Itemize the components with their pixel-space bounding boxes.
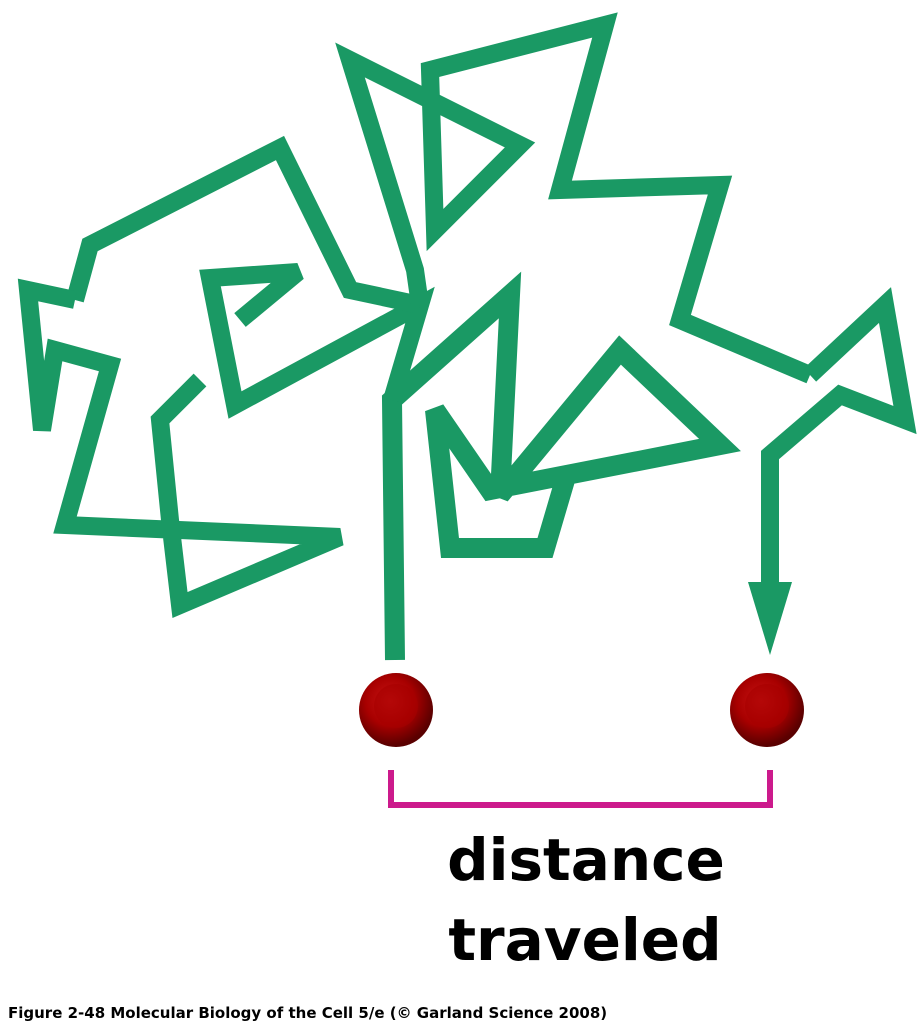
random-walk-path <box>17 12 917 661</box>
distance-label-line1: distance <box>447 826 725 894</box>
end-particle <box>730 673 804 747</box>
path-segment-main <box>381 271 741 661</box>
path-segment-upper <box>66 135 422 314</box>
path-segment-left <box>199 263 435 419</box>
path-segment-right <box>761 287 917 600</box>
start-particle <box>359 673 433 747</box>
distance-label-line2: traveled <box>448 906 721 974</box>
distance-bracket <box>388 770 773 808</box>
figure-caption: Figure 2-48 Molecular Biology of the Cel… <box>8 1004 607 1022</box>
path-segment-top <box>335 12 814 384</box>
arrowhead-icon <box>748 582 792 655</box>
path-segment-far-left <box>17 278 344 618</box>
